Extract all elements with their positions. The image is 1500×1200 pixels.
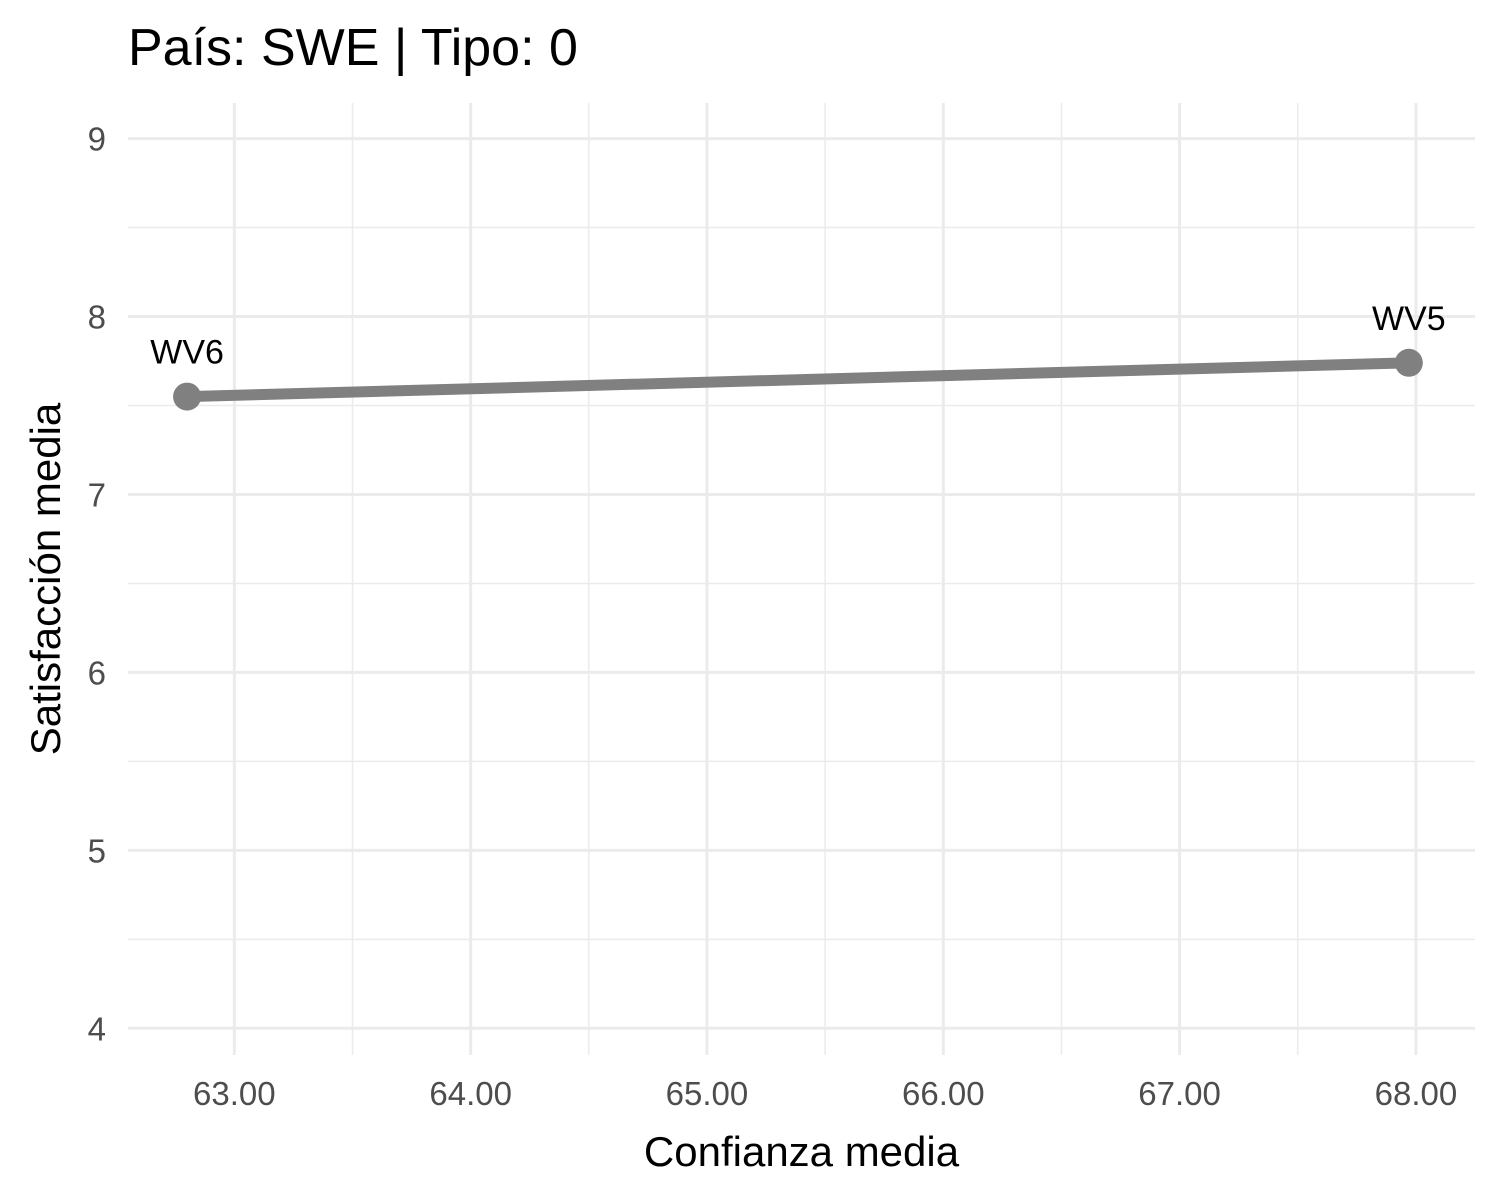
x-tick-label: 68.00 [1375, 1075, 1458, 1112]
y-tick-label: 7 [88, 476, 106, 513]
point-label: WV6 [150, 334, 224, 372]
x-tick-label: 65.00 [666, 1075, 749, 1112]
x-tick-label: 66.00 [902, 1075, 985, 1112]
x-tick-label: 63.00 [193, 1075, 276, 1112]
y-axis-label: Satisfacción media [22, 402, 69, 755]
point-label: WV5 [1372, 300, 1446, 338]
y-axis-ticks: 4 5 6 7 8 9 [88, 121, 106, 1048]
y-tick-label: 9 [88, 121, 106, 158]
data-point [1394, 348, 1423, 377]
y-tick-label: 5 [88, 832, 106, 869]
data-point [173, 382, 202, 411]
series-line [181, 357, 1415, 403]
point-labels: WV6 WV5 [150, 300, 1445, 372]
chart-title: País: SWE | Tipo: 0 [128, 19, 578, 77]
data-series [173, 348, 1423, 411]
grid-major-lines [128, 103, 1475, 1055]
grid-minor-lines [128, 103, 1475, 1055]
y-tick-label: 8 [88, 299, 106, 336]
x-axis-ticks: 63.00 64.00 65.00 66.00 67.00 68.00 [193, 1075, 1457, 1112]
x-axis-label: Confianza media [644, 1128, 960, 1175]
x-tick-label: 64.00 [429, 1075, 512, 1112]
x-tick-label: 67.00 [1138, 1075, 1221, 1112]
y-tick-label: 4 [88, 1010, 106, 1047]
y-tick-label: 6 [88, 654, 106, 691]
